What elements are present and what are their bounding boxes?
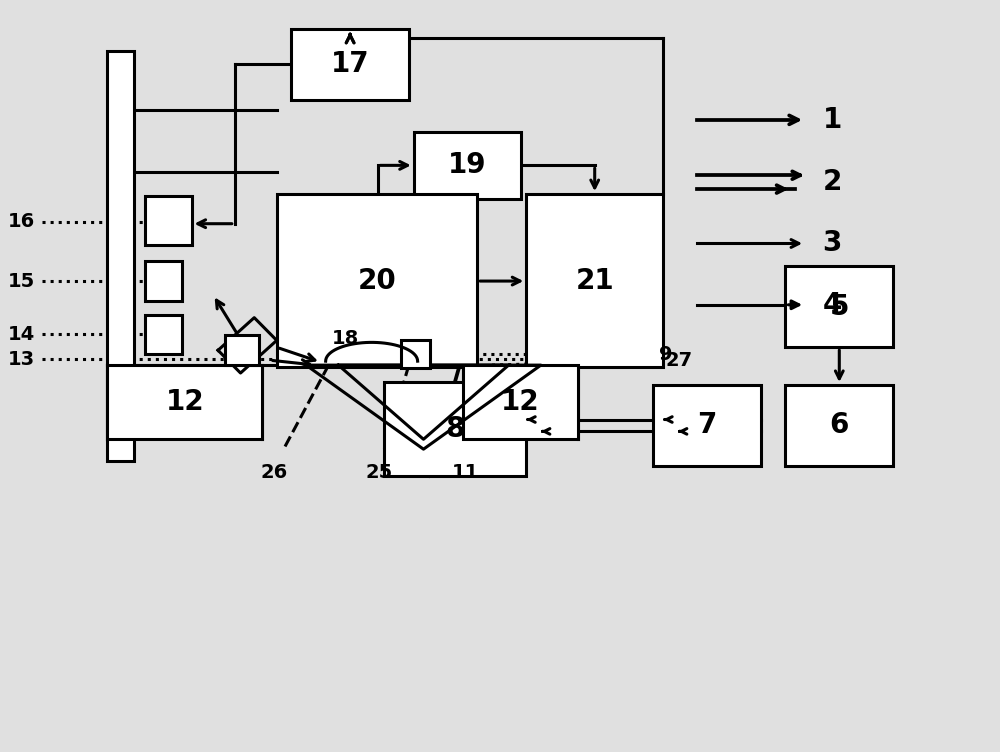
Text: 13: 13 — [8, 350, 35, 368]
Bar — [785, 266, 893, 347]
Text: 18: 18 — [332, 329, 359, 348]
Text: 12: 12 — [501, 388, 540, 416]
Bar — [225, 335, 259, 365]
Text: 16: 16 — [8, 212, 35, 231]
Bar — [401, 341, 430, 368]
Text: 20: 20 — [358, 266, 396, 295]
Text: 21: 21 — [575, 266, 614, 295]
Text: 2: 2 — [823, 168, 842, 196]
Text: 7: 7 — [698, 411, 717, 439]
Bar — [145, 261, 182, 301]
Bar — [526, 194, 663, 367]
Text: 6: 6 — [830, 411, 849, 439]
Text: 15: 15 — [8, 271, 35, 290]
Bar — [277, 194, 477, 367]
Text: 3: 3 — [823, 229, 842, 257]
Bar — [463, 365, 578, 439]
Text: 25: 25 — [366, 463, 393, 482]
Bar — [414, 132, 521, 199]
Bar — [653, 385, 761, 466]
Bar — [785, 385, 893, 466]
Bar — [384, 382, 526, 476]
Bar — [107, 365, 262, 439]
Bar — [291, 29, 409, 100]
Bar — [145, 196, 192, 245]
Text: 9: 9 — [659, 344, 673, 364]
Text: 27: 27 — [665, 350, 692, 370]
Bar — [107, 50, 134, 461]
Bar — [145, 314, 182, 354]
Text: 4: 4 — [823, 291, 842, 319]
Text: 12: 12 — [165, 388, 204, 416]
Text: 1: 1 — [823, 106, 842, 134]
Text: 11: 11 — [452, 463, 479, 482]
Text: 8: 8 — [446, 415, 465, 443]
Text: 14: 14 — [8, 325, 35, 344]
Text: 5: 5 — [830, 293, 849, 321]
Text: 17: 17 — [331, 50, 369, 78]
Text: 19: 19 — [448, 151, 487, 180]
Text: 26: 26 — [260, 463, 287, 482]
